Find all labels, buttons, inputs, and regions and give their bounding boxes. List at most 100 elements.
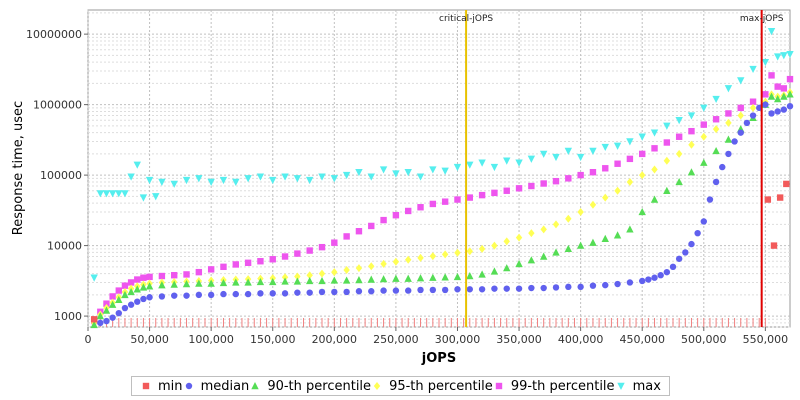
data-point	[737, 104, 744, 112]
data-point	[127, 279, 135, 286]
data-point	[182, 280, 191, 288]
data-point	[657, 272, 664, 279]
data-point	[171, 272, 178, 279]
x-tick-label: 350,000	[496, 333, 542, 346]
data-point	[220, 290, 227, 298]
data-point	[675, 149, 683, 158]
data-point	[780, 52, 788, 60]
data-point	[688, 140, 695, 149]
data-point	[121, 290, 129, 299]
x-tick-label: 200,000	[312, 333, 358, 346]
data-point	[145, 282, 154, 290]
data-point	[355, 264, 363, 273]
data-point	[404, 168, 412, 177]
x-tick-label: 50,000	[130, 333, 169, 346]
legend-label: median	[200, 378, 250, 394]
data-point	[601, 234, 609, 242]
data-point	[675, 117, 683, 125]
data-point	[379, 275, 388, 283]
data-point	[342, 171, 351, 180]
data-point	[182, 176, 191, 185]
data-point	[269, 176, 277, 185]
data-point	[219, 278, 228, 287]
data-point	[294, 272, 301, 281]
x-tick-label: 450,000	[619, 333, 665, 346]
data-point	[712, 95, 720, 104]
data-point	[774, 108, 781, 115]
data-point	[478, 159, 486, 167]
legend-swatch	[185, 382, 192, 390]
plot-area	[87, 9, 791, 328]
data-point	[244, 290, 252, 298]
data-point	[645, 276, 652, 283]
data-point	[281, 173, 289, 181]
data-point	[127, 173, 135, 181]
data-point	[565, 283, 572, 291]
data-point	[441, 273, 449, 281]
legend-label: 90-th percentile	[267, 378, 372, 394]
data-point	[257, 258, 264, 265]
data-point	[478, 191, 486, 199]
legend-item: 90-th percentile	[249, 379, 371, 394]
data-point	[700, 218, 707, 225]
legend-marker	[616, 382, 625, 390]
data-point	[453, 272, 462, 281]
data-point	[743, 119, 751, 127]
data-point	[552, 177, 560, 185]
data-point	[540, 284, 547, 292]
data-point	[577, 207, 584, 216]
data-point	[651, 165, 658, 174]
data-point	[780, 106, 788, 113]
data-point	[392, 274, 400, 282]
data-point	[207, 291, 215, 299]
legend-swatch	[142, 382, 150, 390]
data-point	[466, 194, 473, 201]
data-point	[626, 155, 634, 163]
data-point	[719, 163, 726, 171]
data-point	[195, 175, 203, 183]
data-point	[515, 159, 523, 167]
data-point	[589, 238, 597, 246]
data-point	[294, 289, 301, 296]
data-point	[761, 58, 770, 67]
data-point	[552, 153, 560, 162]
axes: 1000 10000 100000 1000000 10000000 0 50,000 100…	[26, 28, 788, 346]
data-point	[712, 146, 720, 155]
data-point	[552, 220, 560, 229]
data-point	[343, 266, 350, 275]
data-point	[682, 249, 689, 256]
data-point	[776, 194, 784, 201]
data-point	[269, 290, 276, 297]
data-point	[780, 85, 788, 92]
data-point	[565, 214, 572, 223]
data-point	[232, 178, 240, 186]
data-point	[140, 295, 147, 303]
y-axis-title: Response time, usec	[11, 101, 26, 235]
data-point	[342, 276, 351, 284]
data-point	[417, 253, 424, 262]
data-point	[731, 138, 738, 145]
grid	[87, 10, 790, 328]
data-point	[626, 138, 634, 146]
data-point	[540, 225, 547, 234]
x-tick-label: 250,000	[373, 333, 419, 346]
data-point	[749, 103, 757, 112]
data-point	[453, 163, 462, 172]
data-point	[725, 150, 732, 158]
data-point	[293, 277, 302, 285]
data-point	[244, 259, 252, 267]
data-point	[749, 112, 757, 119]
data-point	[675, 177, 683, 186]
data-point	[115, 295, 123, 304]
data-point	[773, 95, 782, 103]
data-point	[503, 187, 510, 194]
data-point	[90, 316, 98, 323]
data-point	[638, 133, 646, 141]
data-point	[576, 241, 585, 249]
y-tick-label: 10000000	[26, 28, 82, 41]
legend-marker	[185, 382, 192, 390]
data-point	[330, 276, 339, 284]
legend-marker	[251, 382, 260, 390]
data-point	[405, 287, 412, 294]
data-point	[687, 112, 696, 120]
